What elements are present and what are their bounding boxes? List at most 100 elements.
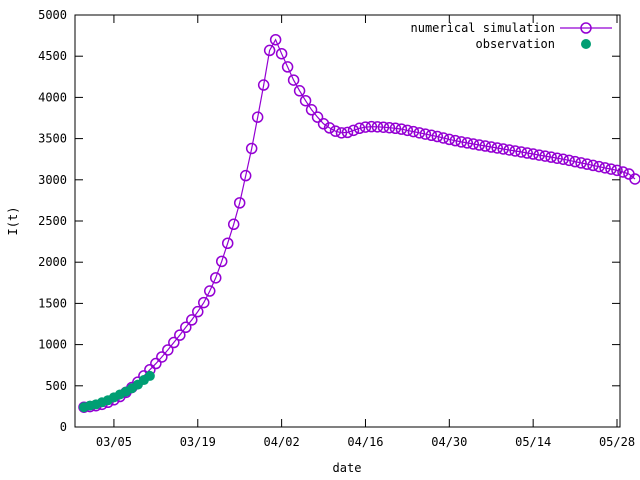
data-point [599,162,611,174]
plot-area [74,14,621,428]
data-point [162,344,174,356]
x-tick-label: 04/16 [347,435,383,449]
data-point [341,126,354,139]
y-axis: 0 500 1000 1500 2000 2500 3000 3500 4000 4500 5000 [38,8,620,434]
data-point [209,272,222,284]
data-point [389,122,402,135]
data-point [239,169,252,182]
data-point [347,124,360,137]
data-point [605,163,617,175]
data-point [491,142,503,154]
x-axis-label: date [333,461,362,475]
data-point [215,255,228,268]
data-point [144,370,155,381]
data-point [221,237,234,249]
data-point [449,134,462,147]
data-point [611,164,623,177]
data-point [575,157,587,169]
x-tick-label: 04/02 [264,435,300,449]
y-tick-label: 1500 [38,296,67,310]
data-point [156,351,168,363]
data-point [521,147,533,159]
y-tick-label: 1000 [38,338,67,352]
series-1 [78,370,155,413]
y-tick-label: 4000 [38,90,67,104]
data-point [365,120,378,133]
x-tick-label: 05/14 [515,435,551,449]
series-line [83,38,636,408]
series-0 [78,33,640,413]
legend-label: numerical simulation [411,21,556,35]
data-point [551,152,563,164]
data-point [461,137,474,149]
data-point [371,121,384,133]
data-point [359,121,372,133]
data-point [401,124,414,137]
data-point [533,149,545,161]
data-point [509,145,521,157]
data-point [293,85,306,97]
data-point [515,146,527,158]
data-point [353,122,366,135]
data-point [473,139,486,151]
data-point [329,125,342,137]
data-point [431,130,444,143]
data-point [617,166,629,178]
y-tick-label: 4500 [38,49,67,63]
data-point [455,136,468,148]
x-tick-label: 04/30 [431,435,467,449]
data-point [198,296,210,309]
data-point [263,44,276,57]
data-point [497,143,509,155]
data-point [545,151,557,163]
x-tick-label: 03/05 [96,435,132,449]
x-tick-label: 03/19 [180,435,216,449]
data-point [257,79,270,91]
data-point [413,127,426,139]
data-point [437,132,450,144]
data-point [251,111,264,123]
data-point [269,33,282,46]
y-tick-label: 3000 [38,173,67,187]
data-point [233,197,246,209]
y-tick-label: 3500 [38,132,67,146]
data-point [383,121,396,134]
y-tick-label: 500 [45,379,67,393]
data-point [299,94,312,107]
data-point [593,160,605,173]
plot-series [78,33,640,413]
data-point [275,47,288,60]
data-point [245,142,258,155]
data-point [485,141,497,153]
data-point [539,150,551,162]
data-point [192,305,204,318]
data-point [174,329,186,341]
data-point [407,125,420,138]
data-point [419,128,432,140]
data-point [395,123,408,135]
data-point [311,111,324,123]
data-point [425,129,438,142]
data-point [227,218,240,231]
x-tick-label: 05/28 [599,435,635,449]
data-point [563,154,575,167]
y-tick-label: 2500 [38,214,67,228]
legend-marker [580,22,592,34]
data-point [581,158,593,170]
x-axis: 03/05 03/19 04/02 04/16 04/30 05/14 05/28 [96,15,635,449]
data-point [467,138,480,150]
legend-label: observation [476,37,555,51]
y-tick-label: 5000 [38,8,67,22]
legend-marker [581,39,591,49]
data-point [443,133,456,146]
data-point [479,140,491,152]
data-point [335,127,348,139]
data-point [569,155,581,168]
y-tick-label: 0 [60,420,67,434]
data-point [557,153,569,165]
data-point [150,357,162,370]
data-point [168,336,180,349]
data-point [323,122,336,134]
data-point [377,121,390,133]
